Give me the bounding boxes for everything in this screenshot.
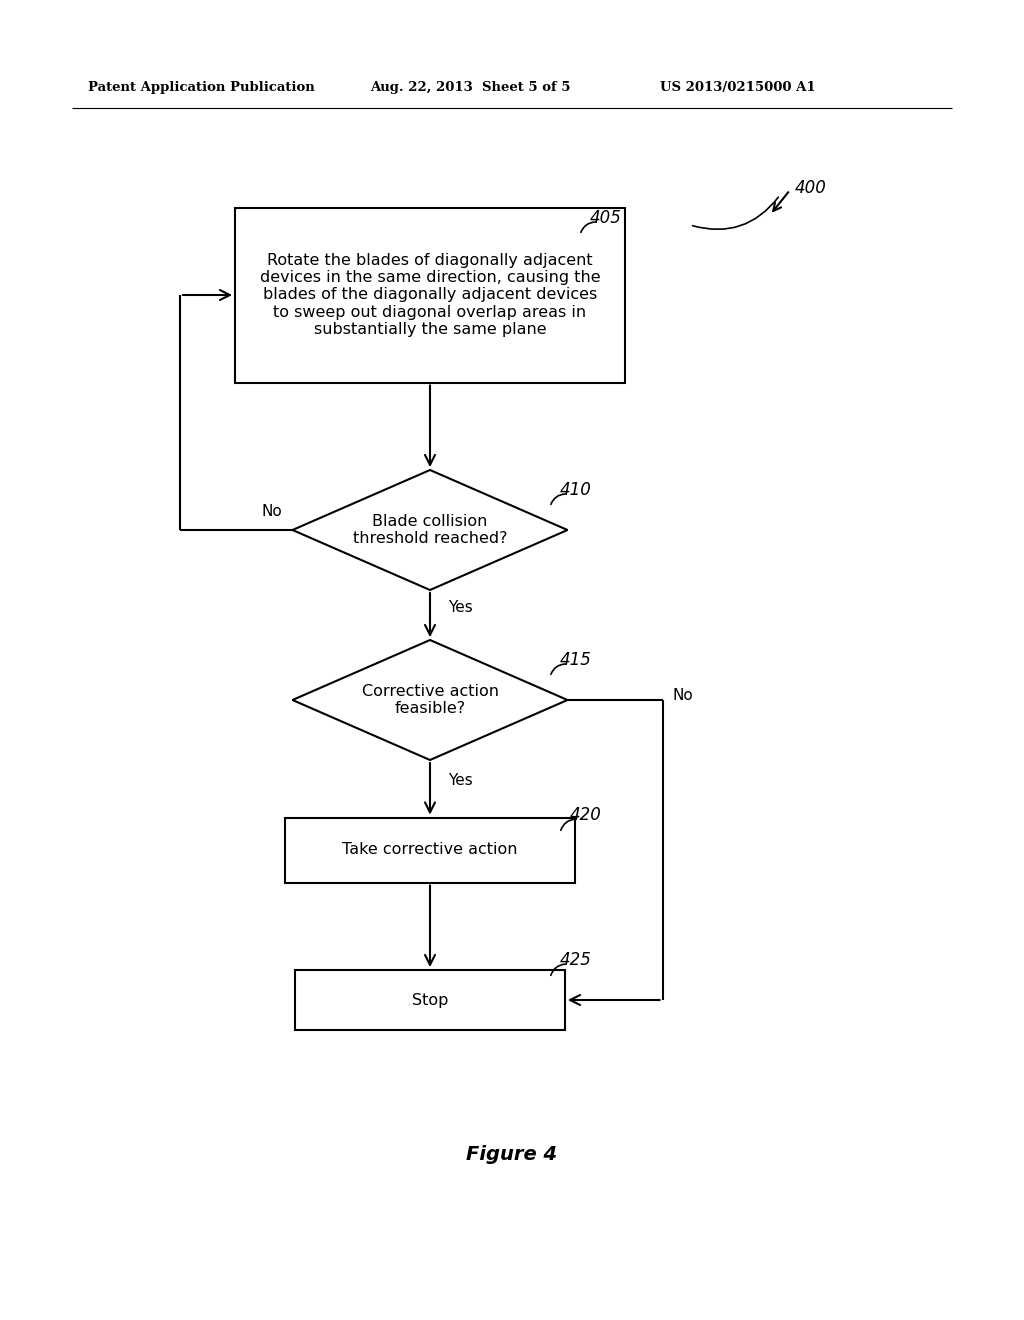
Bar: [234, 207, 625, 383]
Text: US 2013/0215000 A1: US 2013/0215000 A1: [660, 82, 816, 95]
Text: 415: 415: [560, 651, 592, 669]
Text: 425: 425: [560, 950, 592, 969]
Text: Aug. 22, 2013  Sheet 5 of 5: Aug. 22, 2013 Sheet 5 of 5: [370, 82, 570, 95]
Text: No: No: [262, 504, 283, 520]
Text: 410: 410: [560, 480, 592, 499]
Text: No: No: [673, 688, 693, 702]
Text: Take corrective action: Take corrective action: [342, 842, 518, 858]
Text: Yes: Yes: [449, 774, 473, 788]
Text: Patent Application Publication: Patent Application Publication: [88, 82, 314, 95]
Text: Figure 4: Figure 4: [467, 1146, 557, 1164]
Text: 420: 420: [570, 807, 602, 824]
Text: Stop: Stop: [412, 993, 449, 1007]
Text: 405: 405: [590, 209, 622, 227]
Text: 400: 400: [795, 180, 826, 197]
Text: Yes: Yes: [449, 599, 473, 615]
Text: Corrective action
feasible?: Corrective action feasible?: [361, 684, 499, 717]
Text: Blade collision
threshold reached?: Blade collision threshold reached?: [352, 513, 507, 546]
Text: Rotate the blades of diagonally adjacent
devices in the same direction, causing : Rotate the blades of diagonally adjacent…: [260, 252, 600, 338]
Bar: [295, 970, 565, 1030]
Bar: [285, 817, 575, 883]
